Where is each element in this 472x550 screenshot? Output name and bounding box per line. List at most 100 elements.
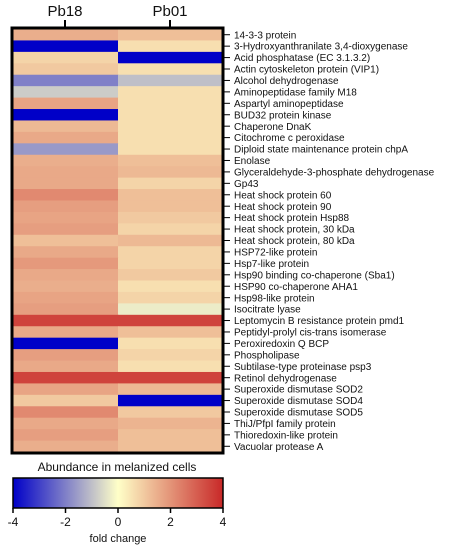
- heatmap-cell: [118, 120, 224, 133]
- heatmap-cell: [118, 223, 224, 236]
- heatmap-cell: [118, 234, 224, 247]
- heatmap-cell: [13, 360, 119, 373]
- heatmap-cell: [118, 154, 224, 167]
- heatmap-cell: [13, 337, 119, 350]
- heatmap-cell: [13, 314, 119, 327]
- heatmap-cell: [118, 29, 224, 41]
- heatmap-cell: [13, 291, 119, 304]
- row-label: Hsp90 binding co-chaperone (Sba1): [234, 270, 395, 281]
- colorbar: [12, 477, 224, 509]
- row-label: Heat shock protein 60: [234, 190, 332, 201]
- heatmap-cell: [118, 326, 224, 339]
- row-label: 3-Hydroxyanthranilate 3,4-dioxygenase: [234, 42, 408, 53]
- heatmap-cell: [118, 383, 224, 396]
- row-label: Hsp7-like protein: [234, 259, 309, 270]
- heatmap-cell: [118, 200, 224, 213]
- row-label: Peptidyl-prolyl cis-trans isomerase: [234, 328, 387, 339]
- heatmap-cell: [118, 51, 224, 64]
- heatmap-cell: [118, 371, 224, 384]
- row-label: Acid phosphatase (EC 3.1.3.2): [234, 53, 370, 64]
- heatmap-cell: [13, 326, 119, 339]
- heatmap-cell: [13, 154, 119, 167]
- heatmap-cell: [118, 109, 224, 121]
- colorbar-tick-label: 2: [167, 515, 174, 529]
- heatmap-cell: [13, 97, 119, 110]
- heatmap-cell: [118, 211, 224, 224]
- row-label: Heat shock protein, 30 kDa: [234, 225, 355, 236]
- row-label: ThiJ/PfpI family protein: [234, 419, 336, 430]
- heatmap-cell: [118, 189, 224, 201]
- row-label: Retinol dehydrogenase: [234, 373, 337, 384]
- row-label: HSP90 co-chaperone AHA1: [234, 282, 358, 293]
- heatmap-cell: [13, 223, 119, 236]
- row-label: Thioredoxin-like protein: [234, 430, 338, 441]
- row-label: 14-3-3 protein: [234, 30, 296, 41]
- row-label: Superoxide dismutase SOD5: [234, 408, 363, 419]
- row-label: HSP72-like protein: [234, 248, 317, 259]
- row-label: Actin cytoskeleton protein (VIP1): [234, 65, 379, 76]
- heatmap-cell: [13, 417, 119, 430]
- heatmap-cell: [13, 303, 119, 316]
- row-label: Superoxide dismutase SOD4: [234, 396, 363, 407]
- heatmap-cell: [13, 211, 119, 224]
- row-label: Aminopeptidase family M18: [234, 87, 357, 98]
- colorbar-tick-label: -4: [8, 515, 19, 529]
- colorbar-tick-label: 4: [220, 515, 227, 529]
- heatmap-frame: [10, 26, 225, 455]
- row-label: Hsp98-like protein: [234, 293, 315, 304]
- heatmap-cell: [13, 269, 119, 282]
- heatmap-cells: [13, 29, 224, 453]
- column-label-pb01: Pb01: [152, 3, 187, 20]
- row-label: Leptomycin B resistance protein pmd1: [234, 316, 405, 327]
- row-label: Chaperone DnaK: [234, 122, 312, 133]
- heatmap-cell: [118, 257, 224, 270]
- heatmap-cell: [118, 406, 224, 419]
- row-label: Glyceraldehyde-3-phosphate dehydrogenase: [234, 168, 435, 179]
- heatmap-cell: [13, 280, 119, 293]
- heatmap-cell: [118, 86, 224, 99]
- heatmap-cell: [13, 63, 119, 76]
- row-label: Gp43: [234, 179, 259, 190]
- heatmap-cell: [118, 429, 224, 442]
- heatmap-cell: [13, 40, 119, 53]
- heatmap-cell: [13, 74, 119, 87]
- heatmap-cell: [13, 383, 119, 396]
- heatmap-cell: [118, 74, 224, 87]
- heatmap-cell: [13, 349, 119, 362]
- heatmap-cell: [13, 440, 119, 453]
- heatmap-cell: [13, 371, 119, 384]
- colorbar-tick-label: -2: [60, 515, 71, 529]
- heatmap-cell: [118, 349, 224, 362]
- heatmap-cell: [13, 143, 119, 156]
- heatmap-cell: [13, 51, 119, 64]
- heatmap-cell: [118, 394, 224, 407]
- heatmap-cell: [13, 120, 119, 133]
- heatmap-cell: [118, 303, 224, 316]
- heatmap-cell: [118, 143, 224, 156]
- heatmap-cell: [13, 429, 119, 442]
- heatmap-cell: [118, 63, 224, 76]
- heatmap-cell: [118, 337, 224, 350]
- row-label: BUD32 protein kinase: [234, 110, 332, 121]
- colorbar-ticks: -4 -2 0 2 4: [8, 508, 227, 529]
- heatmap-cell: [118, 417, 224, 430]
- heatmap-cell: [118, 314, 224, 327]
- row-label: Enolase: [234, 156, 271, 167]
- row-label: Alcohol dehydrogenase: [234, 76, 339, 87]
- heatmap-cell: [13, 189, 119, 201]
- row-label: Subtilase-type proteinase psp3: [234, 362, 372, 373]
- heatmap-cell: [118, 97, 224, 110]
- heatmap-cell: [118, 246, 224, 259]
- heatmap-cell: [13, 131, 119, 144]
- colorbar-tick-label: 0: [115, 515, 122, 529]
- heatmap-cell: [13, 177, 119, 190]
- row-label: Citochrome c peroxidase: [234, 133, 345, 144]
- row-label: Diploid state maintenance protein chpA: [234, 145, 408, 156]
- heatmap-cell: [118, 40, 224, 53]
- heatmap-cell: [13, 234, 119, 247]
- row-label: Isocitrate lyase: [234, 305, 301, 316]
- row-label: Heat shock protein 90: [234, 202, 332, 213]
- heatmap-cell: [118, 291, 224, 304]
